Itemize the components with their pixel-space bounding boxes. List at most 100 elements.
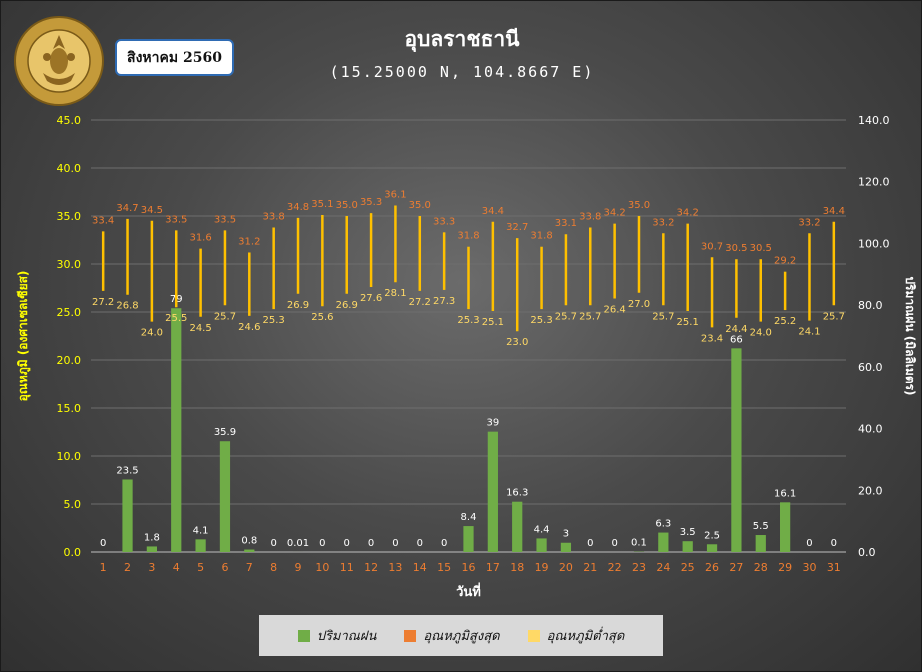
rain-data-label: 0.01: [287, 538, 309, 549]
tmin-data-label: 25.1: [482, 317, 504, 328]
rain-data-label: 6.3: [655, 519, 671, 530]
tmax-data-label: 35.0: [409, 200, 431, 211]
x-tick-label: 26: [705, 561, 719, 574]
tmin-data-label: 25.7: [823, 311, 845, 322]
tmax-data-label: 33.5: [165, 214, 187, 225]
legend-label-tmax: อุณหภูมิสูงสุด: [423, 629, 500, 644]
tmax-data-label: 31.6: [189, 233, 211, 244]
chart-title: อุบลราชธานี: [404, 27, 520, 51]
x-tick-label: 29: [778, 561, 792, 574]
rain-data-label: 0: [319, 538, 325, 549]
rain-bar: [512, 501, 523, 552]
tmax-data-label: 34.2: [603, 208, 625, 219]
x-tick-label: 19: [535, 561, 549, 574]
rain-bar: [171, 308, 182, 552]
rain-data-label: 35.9: [214, 427, 236, 438]
y2-axis-title: ปริมาณฝน (มิลลิเมตร): [903, 276, 917, 395]
tmin-data-label: 24.4: [725, 324, 747, 335]
x-tick-label: 6: [221, 561, 228, 574]
tmax-data-label: 33.8: [263, 212, 285, 223]
tmin-data-label: 25.1: [677, 317, 699, 328]
y-tick-label: 10.0: [57, 450, 82, 463]
tmax-data-label: 32.7: [506, 222, 528, 233]
legend-item-tmax: อุณหภูมิสูงสุด: [404, 625, 500, 646]
x-tick-label: 31: [827, 561, 841, 574]
x-tick-label: 12: [364, 561, 378, 574]
tmin-data-label: 27.6: [360, 293, 382, 304]
rain-data-label: 16.1: [774, 488, 796, 499]
tmin-data-label: 25.5: [165, 313, 187, 324]
y-tick-label: 45.0: [57, 114, 82, 127]
tmin-data-label: 24.0: [750, 328, 772, 339]
tmin-data-label: 24.0: [141, 328, 163, 339]
rain-bar: [463, 526, 474, 552]
tmax-data-label: 35.1: [311, 199, 333, 210]
tmax-data-label: 31.2: [238, 236, 260, 247]
x-tick-label: 25: [681, 561, 695, 574]
rain-bar: [536, 538, 547, 552]
x-tick-label: 30: [802, 561, 816, 574]
month-label: สิงหาคม 2560: [115, 39, 234, 76]
rain-data-label: 0: [392, 538, 398, 549]
rain-data-label: 39: [486, 418, 499, 429]
rain-data-label: 0.8: [241, 536, 257, 547]
tmax-data-label: 35.0: [628, 200, 650, 211]
rain-bar: [122, 479, 133, 552]
y2-tick-label: 140.0: [858, 114, 890, 127]
rain-data-label: 4.4: [534, 524, 550, 535]
x-tick-label: 2: [124, 561, 131, 574]
rain-data-label: 0: [441, 538, 447, 549]
rain-data-label: 16.3: [506, 488, 528, 499]
x-tick-label: 11: [340, 561, 354, 574]
y-tick-label: 15.0: [57, 402, 82, 415]
tmax-data-label: 30.5: [725, 243, 747, 254]
y2-tick-label: 20.0: [858, 484, 883, 497]
rain-data-label: 4.1: [193, 525, 209, 536]
tmax-data-label: 34.4: [482, 206, 504, 217]
x-tick-label: 23: [632, 561, 646, 574]
rain-bar: [682, 541, 693, 552]
tmax-data-label: 34.7: [116, 203, 138, 214]
tmin-data-label: 27.3: [433, 296, 455, 307]
x-tick-label: 3: [148, 561, 155, 574]
y2-tick-label: 40.0: [858, 423, 883, 436]
tmin-data-label: 26.9: [336, 300, 358, 311]
tmin-data-label: 24.6: [238, 322, 260, 333]
legend-label-tmin: อุณหภูมิต่ำสุด: [546, 629, 625, 644]
tmin-data-label: 25.3: [263, 315, 285, 326]
legend-item-tmin: อุณหภูมิต่ำสุด: [527, 625, 625, 646]
x-tick-label: 21: [583, 561, 597, 574]
y-tick-label: 0.0: [64, 546, 82, 559]
tmax-data-label: 31.8: [530, 231, 552, 242]
y-tick-label: 30.0: [57, 258, 82, 271]
rain-data-label: 0: [806, 538, 812, 549]
x-tick-label: 16: [462, 561, 476, 574]
x-tick-label: 14: [413, 561, 427, 574]
tmax-data-label: 33.4: [92, 215, 114, 226]
tmax-data-label: 30.7: [701, 241, 723, 252]
y2-tick-label: 80.0: [858, 299, 883, 312]
tmax-data-label: 30.5: [750, 243, 772, 254]
y-tick-label: 20.0: [57, 354, 82, 367]
x-tick-label: 17: [486, 561, 500, 574]
tmax-data-label: 31.8: [457, 231, 479, 242]
rain-bar: [755, 535, 766, 552]
tmin-data-label: 25.3: [457, 315, 479, 326]
x-tick-label: 9: [295, 561, 302, 574]
x-tick-label: 22: [608, 561, 622, 574]
tmin-data-label: 25.6: [311, 312, 333, 323]
tmax-data-label: 34.8: [287, 202, 309, 213]
y-tick-label: 25.0: [57, 306, 82, 319]
rain-data-label: 3: [563, 529, 569, 540]
tmin-data-label: 28.1: [384, 288, 406, 299]
rain-data-label: 0: [368, 538, 374, 549]
tmax-data-label: 34.5: [141, 205, 163, 216]
rain-data-label: 3.5: [680, 527, 696, 538]
tmin-data-label: 24.5: [189, 323, 211, 334]
tmin-data-label: 25.2: [774, 316, 796, 327]
tmax-data-label: 34.4: [823, 206, 845, 217]
x-tick-label: 24: [656, 561, 670, 574]
tmin-data-label: 27.2: [92, 297, 114, 308]
tmax-data-label: 33.2: [798, 217, 820, 228]
x-tick-label: 4: [173, 561, 180, 574]
